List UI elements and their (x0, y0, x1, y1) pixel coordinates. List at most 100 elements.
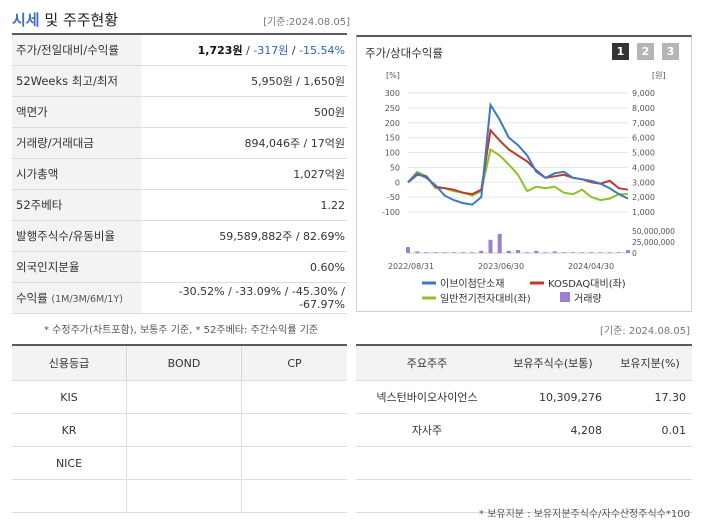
right-tick: 9,000 (632, 89, 655, 98)
row-value: 500원 (141, 96, 347, 128)
row-label: 52주베타 (12, 189, 141, 221)
volume-bar (580, 252, 585, 253)
volume-bar (479, 250, 484, 253)
x-tick: 2022/08/31 (388, 262, 434, 271)
row-label: 주가/전일대비/수익률 (12, 35, 141, 66)
section-title: 시세 및 주주현황 (12, 11, 119, 29)
table-row: 넥스턴바이오사이언스 10,309,276 17.30 (356, 380, 692, 414)
volume-bar (561, 252, 566, 253)
quote-table: 주가/전일대비/수익률 1,723원 / -317원 / -15.54% 52W… (12, 35, 347, 314)
volume-bars (406, 233, 630, 253)
base-date: [기준:2024.08.05] (263, 17, 350, 28)
volume-bar (552, 251, 557, 253)
volume-bar (525, 252, 530, 253)
row-label: 외국인지분율 (12, 251, 141, 283)
volume-bar (543, 252, 548, 253)
legend-volume: 거래량 (574, 293, 602, 305)
volume-bar (616, 252, 621, 253)
change: -317원 (253, 44, 289, 57)
volume-bar (442, 252, 447, 253)
left-tick: 50 (390, 163, 400, 172)
volume-bar (607, 252, 612, 253)
right-tick: 5,000 (632, 149, 655, 158)
left-tick: 150 (385, 134, 400, 143)
legend-kosdaq: KOSDAQ대비(좌) (548, 278, 626, 290)
right-tick: 1,000 (632, 208, 655, 217)
volume-bar (534, 250, 539, 253)
volume-bar (488, 239, 493, 253)
price: 1,723원 (197, 44, 243, 57)
right-unit: [원] (652, 71, 666, 80)
volume-bar (598, 252, 603, 253)
volume-tick: 50,000,000 (632, 227, 675, 236)
divider (12, 33, 347, 35)
table-row: 주가/전일대비/수익률 1,723원 / -317원 / -15.54% (12, 35, 347, 66)
right-tick: 2,000 (632, 193, 655, 202)
footnote: * 수정주가(차트포함), 보통주 기준, * 52주베타: 주간수익률 기준 (44, 325, 319, 336)
right-axis: 9,000 8,000 7,000 6,000 5,000 4,000 3,000 2,000… (632, 89, 655, 217)
row-value: 1.22 (141, 189, 347, 221)
row-label-sub: (1M/3M/6M/1Y) (51, 294, 123, 305)
left-tick: 200 (385, 119, 400, 128)
volume-bar (571, 252, 575, 253)
chart-panel (356, 35, 692, 312)
row-label: 발행주식수/유동비율 (12, 220, 141, 252)
row-label: 거래량/거래대금 (12, 127, 141, 159)
credit-table: 신용등급 BOND CP KIS KR NICE (12, 344, 347, 513)
table-row: 52주베타 1.22 (12, 189, 347, 221)
row-label: 액면가 (12, 96, 141, 128)
left-axis: 300 250 200 150 100 50 0 -50 -100 (382, 89, 400, 217)
table-row: 거래량/거래대금 894,046주 / 17억원 (12, 127, 347, 159)
rate: -15.54% (299, 44, 345, 57)
chart-tab-1[interactable]: 1 (612, 43, 629, 60)
right-tick: 6,000 (632, 134, 655, 143)
volume-bar (415, 251, 420, 253)
row-label: 수익률 (16, 291, 48, 305)
volume-bar (451, 252, 456, 253)
right-tick: 8,000 (632, 104, 655, 113)
volume-tick: 25,000,000 (632, 238, 675, 247)
left-tick: 300 (385, 89, 400, 98)
table-row: 수익률 (1M/3M/6M/1Y) -30.52% / -33.09% / -45… (12, 282, 347, 314)
base-date-2: [기준: 2024.08.05] (599, 326, 690, 337)
volume-bar (589, 252, 594, 253)
row-label: 52Weeks 최고/최저 (12, 65, 141, 97)
footnote-2: * 보유지분 : 보유지분주식수/자수산정주식수*100 (479, 509, 690, 520)
volume-bar (433, 252, 438, 253)
right-tick: 3,000 (632, 178, 655, 187)
row-value: 59,589,882주 / 82.69% (141, 220, 347, 252)
col-header: 보유주식수(보통) (498, 344, 608, 381)
volume-axis: 50,000,000 25,000,000 0 (632, 227, 675, 258)
volume-bar (626, 250, 630, 253)
chart-tab-2[interactable]: 2 (637, 43, 654, 60)
table-row: NICE (12, 446, 347, 480)
table-row: 외국인지분율 0.60% (12, 251, 347, 283)
table-row (12, 479, 347, 513)
row-value: -30.52% / -33.09% / -45.30% / -67.97% (141, 282, 347, 314)
left-tick: 0 (395, 178, 400, 187)
price-chart: [%] [원] 300 250 200 150 100 50 0 -50 -100 9,000 8… (382, 71, 675, 305)
row-value: 894,046주 / 17억원 (141, 127, 347, 159)
col-header: 보유지분(%) (608, 344, 692, 381)
volume-bar (461, 252, 465, 253)
table-row: 발행주식수/유동비율 59,589,882주 / 82.69% (12, 220, 347, 252)
table-row: 액면가 500원 (12, 96, 347, 128)
table-row: KIS (12, 380, 347, 414)
x-axis: 2022/08/31 2023/06/30 2024/04/30 (388, 262, 614, 271)
legend-sector: 일반전기전자대비(좌) (440, 293, 531, 305)
col-header: BOND (126, 344, 242, 381)
row-value: 1,027억원 (141, 158, 347, 190)
table-row: 시가총액 1,027억원 (12, 158, 347, 190)
volume-bar (516, 250, 520, 253)
col-header: 신용등급 (12, 344, 127, 381)
right-tick: 4,000 (632, 163, 655, 172)
right-tick: 7,000 (632, 119, 655, 128)
left-tick: 100 (385, 149, 400, 158)
volume-bar (470, 252, 475, 253)
table-row: 52Weeks 최고/최저 5,950원 / 1,650원 (12, 65, 347, 97)
volume-bar (424, 252, 429, 253)
chart-tab-3[interactable]: 3 (662, 43, 679, 60)
legend-swatch (560, 292, 570, 302)
series-line (407, 101, 629, 206)
volume-tick: 0 (632, 249, 637, 258)
